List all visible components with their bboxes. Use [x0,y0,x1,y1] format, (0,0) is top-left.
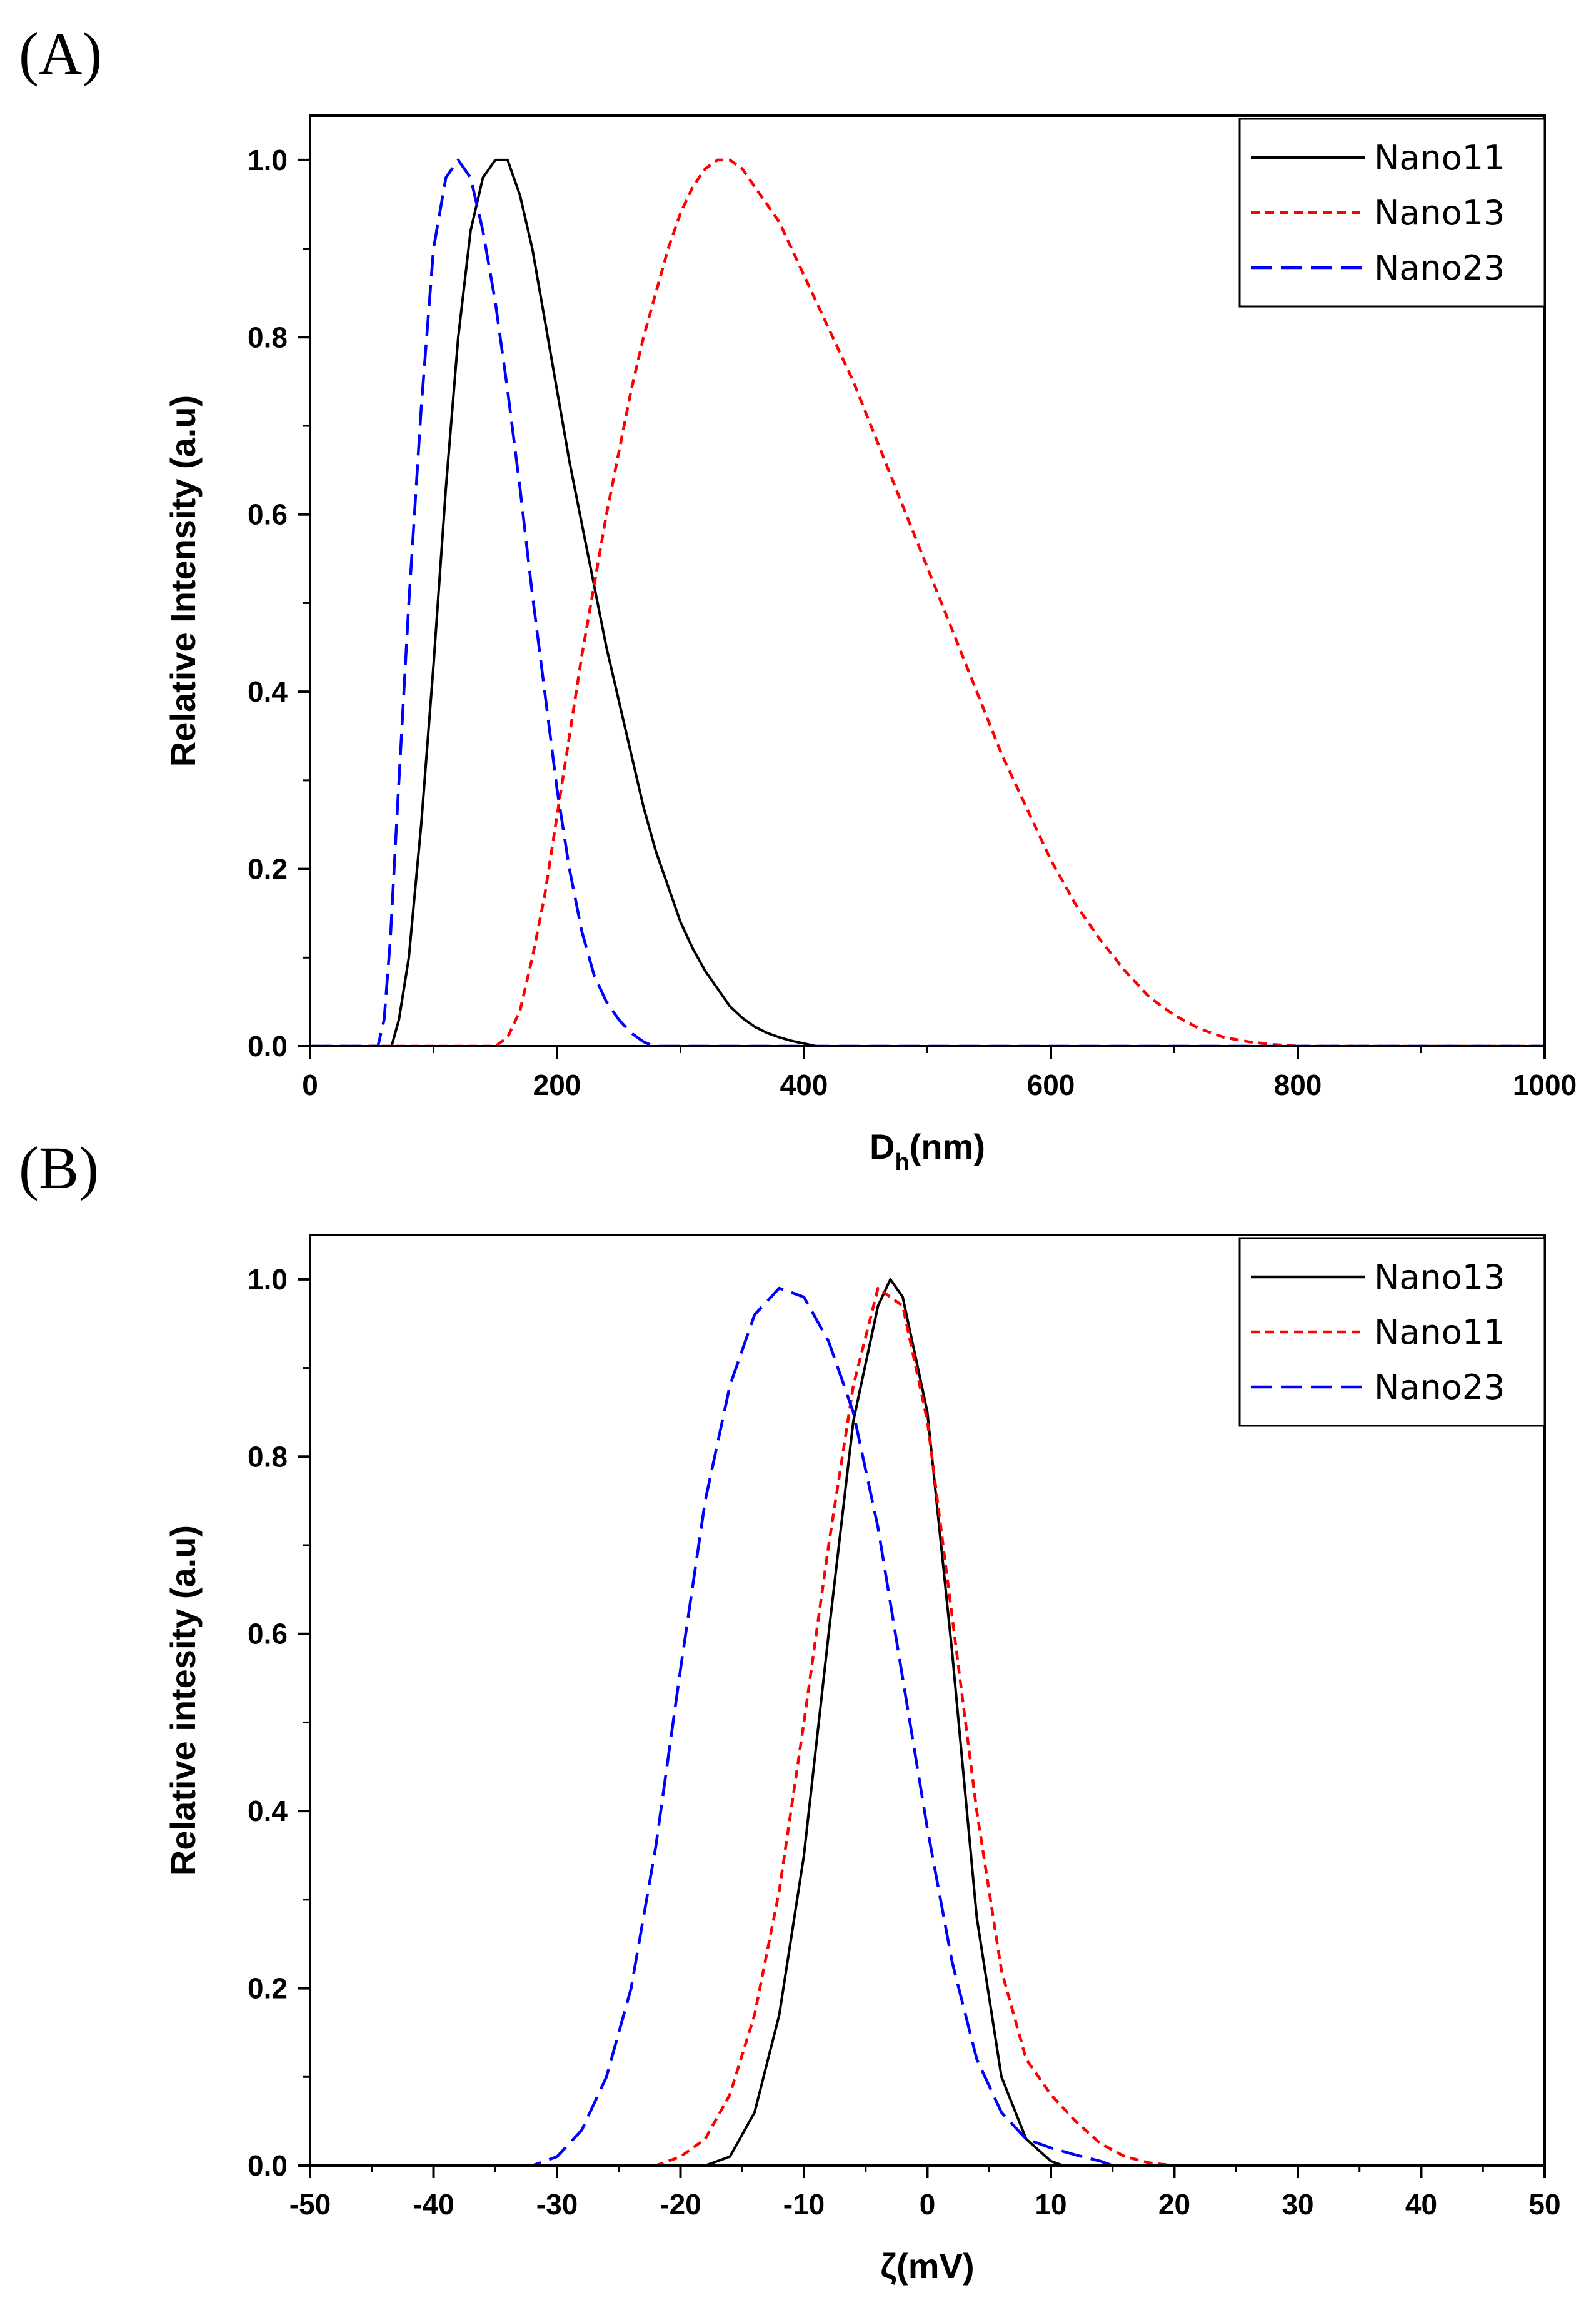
chart1-x-tick-label: 40 [1405,2188,1437,2221]
chart0-x-tick-label: 600 [1027,1069,1075,1101]
chart0-x-tick-label: 200 [533,1069,581,1101]
chart1-legend-label-nano13: Nano13 [1374,1258,1505,1297]
chart0-x-axis-title: Dh(nm) [870,1127,985,1176]
chart1-legend: Nano13 Nano11 Nano23 [1238,1237,1546,1427]
chart0-y-tick-label: 1.0 [248,144,288,176]
chart0-x-tick-label: 400 [780,1069,828,1101]
chart1-x-tick-label: 30 [1282,2188,1313,2221]
chart1-y-tick-label: 0.6 [248,1618,288,1650]
chart0-legend-label-nano23: Nano23 [1374,248,1505,288]
chart0-y-tick-label: 0.0 [248,1030,288,1062]
panel-b: (B) -50 -40 -30 -20 -10 0 10 20 30 40 50 0.0 0.2 0.4 0… [19,1134,1561,2286]
chart1-x-tick-label: 0 [920,2188,936,2221]
chart0-series-group [310,158,1545,1046]
panel-a-label: (A) [19,20,102,87]
chart1-x-tick-label: -40 [413,2188,454,2221]
chart0-legend: Nano11 Nano13 Nano23 [1238,118,1546,308]
chart0-legend-label-nano13: Nano13 [1374,193,1505,233]
plot-b-area: -50 -40 -30 -20 -10 0 10 20 30 40 50 0.0 0.2 0.4 0.6 0.… [163,1234,1561,2286]
chart0-x-tick-label: 800 [1274,1069,1322,1101]
chart1-series-group [310,1278,1545,2166]
plot-a-area: 0 200 400 600 800 1000 0.0 0.2 0.4 0.6 0.8 1.0 Dh(nm… [163,114,1577,1176]
chart1-x-tick-label: -10 [783,2188,825,2221]
chart1-y-tick-label: 0.2 [248,1972,288,2005]
chart1-series-nano13-line [310,1278,1545,2166]
chart1-x-tick-label: -20 [660,2188,701,2221]
chart1-x-tick-label: 10 [1035,2188,1067,2221]
chart0-legend-box [1238,118,1546,308]
panel-b-label: (B) [19,1134,99,1201]
chart0-series-nano13-line [310,158,1545,1046]
chart0-y-axis-title: Relative Intensity (a.u) [163,395,203,767]
chart1-series-nano23-line [310,1286,1545,2166]
chart0-x-tick-label: 1000 [1513,1069,1577,1101]
chart1-x-tick-label: -50 [289,2188,331,2221]
chart1-y-tick-label: 0.0 [248,2149,288,2182]
chart1-legend-label-nano11: Nano11 [1374,1313,1505,1352]
chart1-y-axis-title: Relative intesity (a.u) [163,1525,203,1875]
chart1-x-tick-label: 50 [1528,2188,1560,2221]
chart0-x-tick-label: 0 [302,1069,318,1101]
chart1-legend-box [1238,1237,1546,1427]
chart1-y-tick-label: 1.0 [248,1263,288,1296]
chart1-legend-label-nano23: Nano23 [1374,1368,1505,1407]
chart1-y-tick-label: 0.8 [248,1440,288,1473]
panel-a: (A) 0 200 400 600 800 1000 0.0 0.2 0.4 0.6 0.8 1.0 D… [19,20,1577,1176]
chart1-x-tick-label: 20 [1158,2188,1190,2221]
chart1-series-nano11-line [310,1286,1545,2166]
chart0-y-tick-label: 0.8 [248,321,288,353]
chart0-y-tick-label: 0.4 [248,675,288,708]
chart1-x-axis-title: ζ(mV) [880,2246,974,2286]
chart1-y-tick-label: 0.4 [248,1795,288,1827]
chart0-y-tick-label: 0.6 [248,498,288,531]
chart1-x-tick-label: -30 [536,2188,578,2221]
chart0-y-tick-label: 0.2 [248,853,288,885]
chart0-series-nano23-line [310,158,1545,1046]
chart0-legend-label-nano11: Nano11 [1374,138,1505,178]
